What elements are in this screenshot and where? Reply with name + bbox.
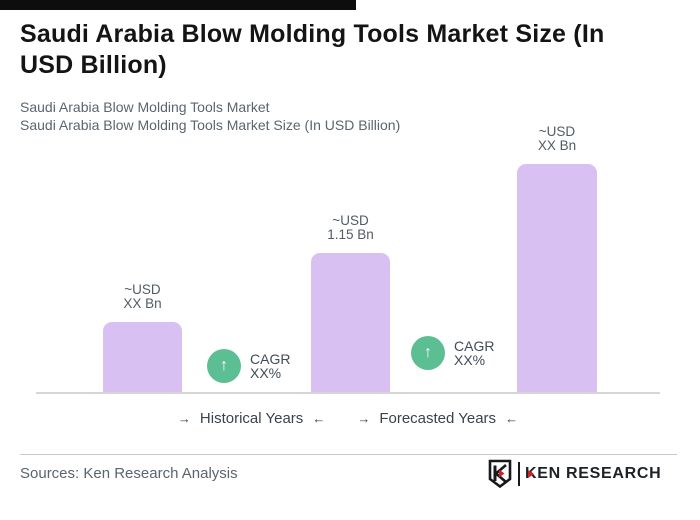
bar-value-label: ~USD 1.15 Bn xyxy=(327,214,374,242)
bar-forecast: ~USD XX Bn xyxy=(517,125,597,392)
right-arrow-icon: → xyxy=(357,411,371,426)
bar-label-line1: ~USD xyxy=(538,124,576,139)
right-arrow-icon: → xyxy=(177,411,191,426)
cagr-label-line1: CAGR xyxy=(454,337,495,354)
left-arrow-icon: ← xyxy=(312,411,326,426)
bar-base-year: ~USD 1.15 Bn xyxy=(311,214,390,392)
axis-label-historical: Historical Years xyxy=(199,410,304,427)
cagr-label-line2: XX% xyxy=(250,365,282,381)
top-accent-bar xyxy=(0,0,356,10)
ken-research-shield-icon xyxy=(488,459,512,488)
bar-label-line1: ~USD xyxy=(124,282,161,297)
axis-label-forecasted: Forecasted Years xyxy=(379,410,497,427)
sources-note: Sources: Ken Research Analysis xyxy=(20,465,238,482)
ken-research-logo: KEN RESEARCH xyxy=(487,459,661,488)
bar-value-label: ~USD XX Bn xyxy=(123,283,161,311)
bar-value-label: ~USD XX Bn xyxy=(538,125,576,153)
footer-divider xyxy=(20,454,677,455)
x-axis-period-labels: → Historical Years ← → Forecasted Years … xyxy=(36,410,660,427)
bar-label-line1: ~USD xyxy=(332,213,369,228)
cagr-label: CAGR XX% xyxy=(454,337,495,368)
up-arrow-glyph: ↑ xyxy=(220,357,228,374)
cagr-badge-forecast: ↑ CAGR XX% xyxy=(411,336,494,370)
cagr-label-line2: XX% xyxy=(454,352,486,368)
bar-label-line2: 1.15 Bn xyxy=(327,227,374,242)
chart-subtitles: Saudi Arabia Blow Molding Tools Market S… xyxy=(20,98,400,134)
subtitle-line-2: Saudi Arabia Blow Molding Tools Market S… xyxy=(20,117,401,133)
growth-up-arrow-icon: ↑ xyxy=(207,349,241,383)
bar-chart-plot-area: ~USD XX Bn ~USD 1.15 Bn ~USD XX Bn ↑ CAG… xyxy=(36,115,660,394)
cagr-label: CAGR XX% xyxy=(250,350,291,381)
cagr-label-line1: CAGR xyxy=(250,350,291,367)
axis-group-forecasted: → Forecasted Years ← xyxy=(357,410,518,427)
bar-historical: ~USD XX Bn xyxy=(103,283,182,392)
cagr-badge-historical: ↑ CAGR XX% xyxy=(207,349,290,383)
page-title: Saudi Arabia Blow Molding Tools Market S… xyxy=(20,20,605,79)
axis-group-historical: → Historical Years ← xyxy=(178,410,325,427)
logo-separator xyxy=(518,461,520,486)
bar-label-line2: XX Bn xyxy=(123,296,162,311)
up-arrow-glyph: ↑ xyxy=(424,344,432,361)
bar-label-line2: XX Bn xyxy=(537,138,577,153)
subtitle-line-1: Saudi Arabia Blow Molding Tools Market xyxy=(20,99,270,115)
growth-up-arrow-icon: ↑ xyxy=(411,336,445,370)
left-arrow-icon: ← xyxy=(505,411,519,426)
logo-wordmark: KEN RESEARCH xyxy=(525,464,662,482)
